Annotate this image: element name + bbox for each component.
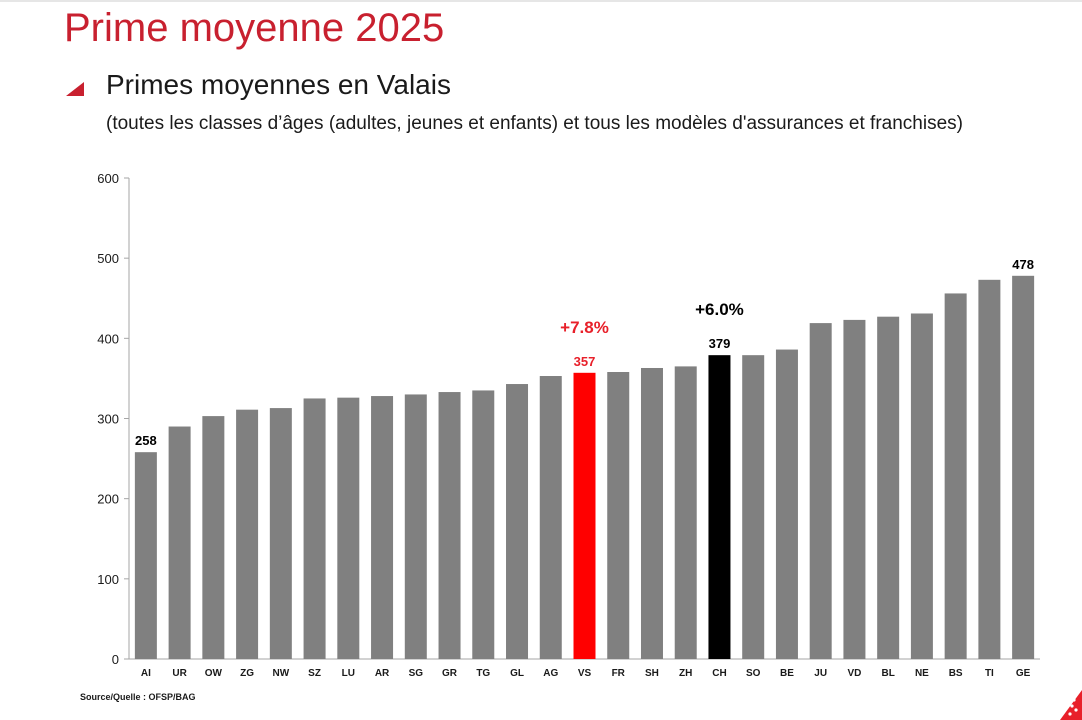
bar-ge xyxy=(1012,275,1035,659)
bar-zh xyxy=(674,366,697,659)
y-tick-label: 300 xyxy=(97,412,119,427)
x-tick-label: NE xyxy=(915,668,929,679)
bar-nw xyxy=(269,408,292,659)
bar-vd xyxy=(843,319,866,659)
bar-lu xyxy=(337,397,360,659)
x-tick-label: ZH xyxy=(679,668,692,679)
slide-note: (toutes les classes d’âges (adultes, jeu… xyxy=(106,113,963,134)
x-tick-label: OW xyxy=(205,668,223,679)
bar-ar xyxy=(371,396,394,659)
bar-ai xyxy=(134,452,157,659)
bar-ju xyxy=(809,323,832,659)
bar-gr xyxy=(438,392,461,659)
y-tick-label: 600 xyxy=(97,171,119,186)
bar-sg xyxy=(404,394,427,659)
valais-logo-icon xyxy=(1060,690,1082,720)
triangle-bullet-icon xyxy=(66,82,84,96)
x-tick-label: GL xyxy=(510,668,524,679)
x-tick-label: GE xyxy=(1016,668,1031,679)
x-tick-label: TI xyxy=(985,668,994,679)
y-tick-label: 200 xyxy=(97,492,119,507)
bar-be xyxy=(775,349,798,659)
bar-ne xyxy=(910,313,933,659)
x-tick-label: AI xyxy=(141,668,151,679)
bar-ag xyxy=(539,376,562,659)
source-note: Source/Quelle : OFSP/BAG xyxy=(80,692,196,702)
bar-chart: 0 100 200 300 400 500 600 AI UR OW ZG NW SZ LU AR SG GR T… xyxy=(97,171,1040,679)
x-tick-label: VD xyxy=(847,668,861,679)
x-tick-label: FR xyxy=(612,668,626,679)
bar-so xyxy=(742,355,765,659)
bar-ti xyxy=(978,279,1001,659)
slide-title: Prime moyenne 2025 xyxy=(64,6,445,50)
x-tick-label: SH xyxy=(645,668,659,679)
annotation-ch: +6.0% xyxy=(695,300,744,319)
x-tick-label: VS xyxy=(578,668,592,679)
x-tick-label: BL xyxy=(881,668,894,679)
bar-ow xyxy=(202,416,225,659)
x-tick-label: CH xyxy=(712,668,726,679)
bar-gl xyxy=(506,384,529,659)
bar-ch xyxy=(708,355,731,659)
y-tick-label: 500 xyxy=(97,251,119,266)
annotation-vs: +7.8% xyxy=(560,318,609,337)
bar-sh xyxy=(640,367,663,659)
x-tick-label: SO xyxy=(746,668,761,679)
bar-vs xyxy=(573,372,596,659)
y-tick-label: 400 xyxy=(97,331,119,346)
y-tick-label: 0 xyxy=(112,652,119,667)
bar-sz xyxy=(303,398,326,659)
slide-subtitle: Primes moyennes en Valais xyxy=(106,69,451,100)
x-tick-label: SZ xyxy=(308,668,321,679)
data-label-ai: 258 xyxy=(135,433,157,448)
x-tick-label: UR xyxy=(172,668,187,679)
x-tick-label: NW xyxy=(272,668,289,679)
bar-ur xyxy=(168,426,191,659)
x-tick-label: ZG xyxy=(240,668,254,679)
x-tick-label: GR xyxy=(442,668,458,679)
bar-zg xyxy=(236,409,259,659)
data-label-ge: 478 xyxy=(1012,257,1034,272)
x-tick-label: BE xyxy=(780,668,794,679)
bar-bs xyxy=(944,293,967,659)
x-tick-label: AR xyxy=(375,668,390,679)
bar-fr xyxy=(607,372,630,659)
x-tick-label: TG xyxy=(476,668,490,679)
bar-tg xyxy=(472,390,495,659)
x-tick-label: BS xyxy=(949,668,963,679)
top-rule xyxy=(0,0,1082,2)
data-label-vs: 357 xyxy=(574,354,596,369)
x-tick-label: LU xyxy=(342,668,355,679)
y-tick-label: 100 xyxy=(97,572,119,587)
x-tick-label: SG xyxy=(409,668,424,679)
bar-bl xyxy=(877,316,900,659)
x-tick-label: JU xyxy=(814,668,827,679)
data-label-ch: 379 xyxy=(709,336,731,351)
x-tick-label: AG xyxy=(543,668,558,679)
